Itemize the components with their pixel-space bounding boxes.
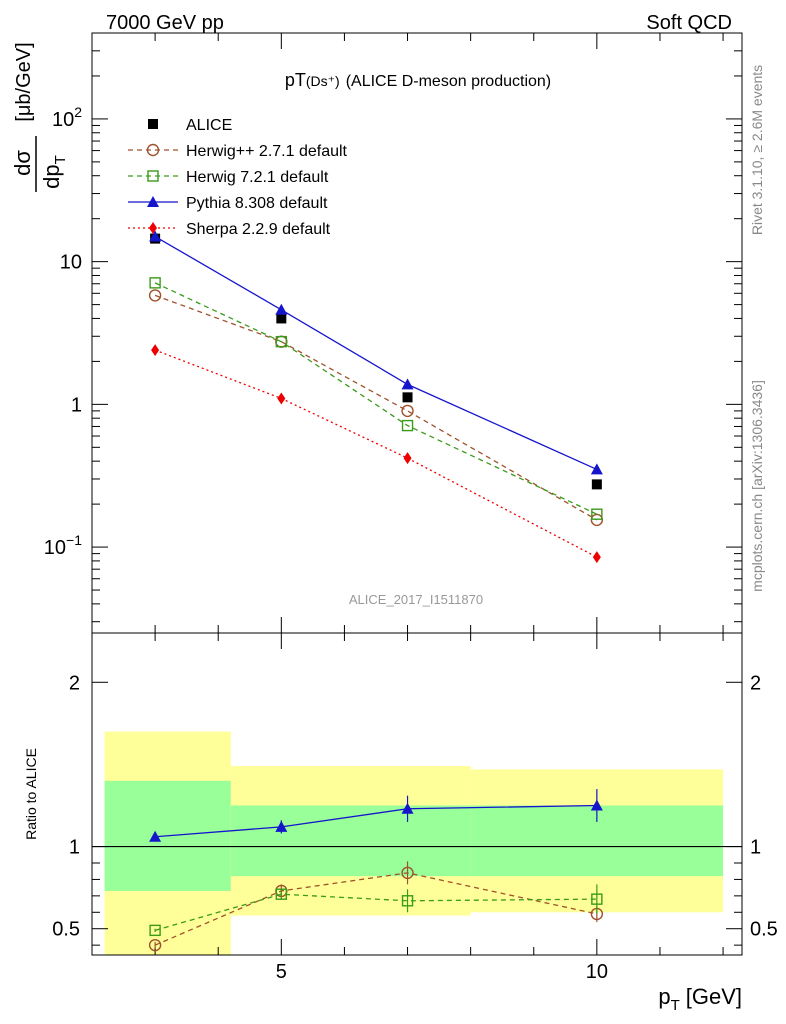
legend: ALICE Herwig++ 2.7.1 default Herwig 7.2.1 … [128, 117, 348, 238]
data-point [276, 313, 287, 324]
x-tick-label: 5 [276, 961, 287, 983]
ratio-y-tick-label-right: 1 [750, 837, 761, 859]
y-axis-numerator: dσ [10, 150, 35, 176]
ratio-y-label: Ratio to ALICE [23, 748, 39, 840]
series-line [154, 294, 598, 521]
data-point [151, 344, 160, 357]
data-point [149, 924, 161, 937]
ratio-series-pythia [149, 789, 603, 842]
series-sherpa [151, 344, 601, 564]
main-plot-title: pT(Ds⁺) (ALICE D-meson production) [285, 70, 551, 90]
ratio-panel-frame [91, 632, 743, 956]
data-point [401, 895, 414, 907]
ratio-series-line [155, 804, 597, 838]
series-herwig [149, 277, 603, 520]
legend-item: Pythia 8.308 default [128, 195, 328, 212]
legend-item: Sherpa 2.2.9 default [128, 221, 331, 238]
legend-item: Herwig++ 2.7.1 default [128, 143, 348, 160]
data-point [277, 392, 286, 405]
legend-label: Sherpa 2.2.9 default [186, 221, 331, 238]
ratio-series-line [154, 893, 597, 931]
legend-label: Herwig 7.2.1 default [186, 169, 329, 186]
data-point [401, 866, 414, 880]
y-tick-label: 102 [52, 104, 82, 131]
legend-item: ALICE [148, 117, 232, 134]
legend-marker [148, 119, 158, 129]
data-point [149, 230, 162, 242]
watermark: ALICE_2017_I1511870 [349, 592, 483, 607]
x-tick-label: 10 [586, 961, 608, 983]
series-pythia [149, 230, 603, 475]
legend-label: Herwig++ 2.7.1 default [186, 143, 348, 160]
y-axis-label-main: dσ dpT [μb/GeV] [10, 42, 69, 192]
series-alice [150, 233, 602, 490]
series-herwig [148, 289, 604, 527]
data-point [591, 893, 603, 905]
y-tick-label: 1 [71, 394, 82, 416]
data-point [401, 378, 414, 390]
legend-marker [149, 222, 157, 234]
data-point [590, 799, 603, 811]
ratio-series-herwig [149, 884, 603, 937]
header-right: Soft QCD [646, 12, 732, 34]
source-label: mcplots.cern.ch [arXiv:1306.3436] [749, 380, 765, 592]
data-point [401, 419, 414, 432]
legend-label: ALICE [186, 117, 232, 134]
y-tick-label: 10 [60, 252, 82, 274]
legend-marker [146, 143, 160, 157]
ratio-series-line [154, 872, 597, 946]
data-point [275, 303, 288, 315]
ratio-y-tick-label-right: 0.5 [750, 919, 778, 941]
legend-marker [147, 196, 159, 207]
data-point [590, 513, 604, 527]
data-point [149, 830, 162, 842]
data-point [403, 452, 412, 465]
legend-item: Herwig 7.2.1 default [128, 169, 329, 186]
y-tick-label: 10−1 [44, 532, 82, 559]
data-point [402, 392, 413, 403]
y-axis-denominator: dpT [39, 155, 69, 189]
data-point [591, 479, 602, 490]
data-point [149, 277, 161, 289]
series-line [154, 235, 598, 471]
data-point [275, 820, 288, 832]
uncertainty-band-inner [230, 805, 471, 877]
series-line [154, 282, 598, 515]
ratio-y-tick-label: 2 [69, 672, 80, 694]
header-left: 7000 GeV pp [106, 12, 224, 34]
data-point [591, 508, 603, 520]
series-line [154, 349, 598, 558]
x-axis-label: pT [GeV] [658, 984, 742, 1014]
data-point [275, 335, 288, 348]
y-axis-unit: [μb/GeV] [13, 42, 35, 121]
rivet-version-label: Rivet 3.1.10, ≥ 2.6M events [749, 65, 765, 235]
data-point [275, 888, 288, 900]
ratio-y-tick-label: 1 [69, 837, 80, 859]
legend-marker [147, 170, 159, 182]
ratio-y-tick-label-right: 2 [750, 672, 761, 694]
data-point [401, 802, 414, 814]
data-point [148, 289, 162, 302]
data-point [401, 404, 414, 418]
main-panel: 10−1 1 10 102 pT(Ds⁺) (ALICE D-meson product… [44, 32, 743, 634]
data-point [148, 938, 162, 952]
ratio-panel: 0.5 0.5 1 1 2 2 5 10 [52, 632, 778, 983]
data-point [590, 463, 603, 475]
data-point [592, 551, 601, 564]
legend-label: Pythia 8.308 default [186, 195, 328, 212]
ratio-y-tick-label: 0.5 [52, 919, 80, 941]
